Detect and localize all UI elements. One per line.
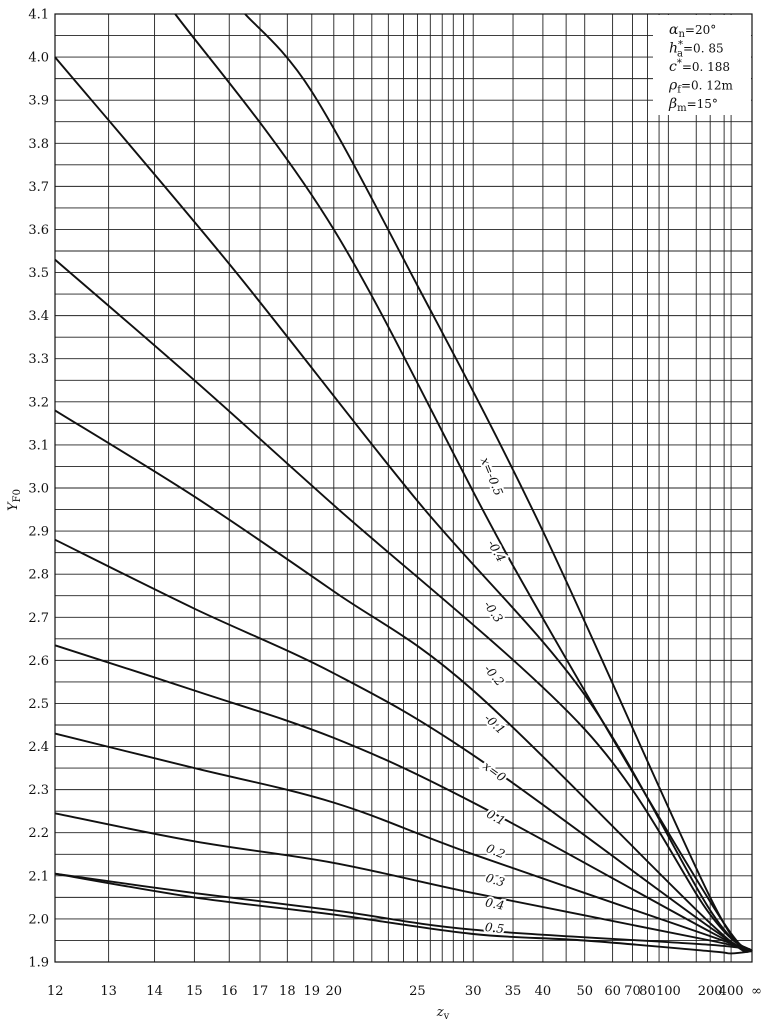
y-tick-label: 2.4 [28, 740, 49, 755]
curve-series [54, 13, 753, 955]
x-tick-label: 12 [47, 984, 64, 999]
curve-series-line [54, 872, 753, 955]
y-tick-label: 3.1 [28, 438, 49, 453]
x-tick-label: 19 [304, 984, 321, 999]
y-tick-label: 3.5 [28, 266, 49, 281]
x-tick-label: 50 [576, 984, 593, 999]
y-tick-label: 3.8 [28, 137, 49, 152]
grid-lines [54, 13, 753, 963]
curve-label: -0.1 [481, 711, 507, 737]
y-tick-label: 3.0 [28, 482, 49, 497]
parameter-line: c*=0. 188 [669, 58, 730, 75]
curve-label: x=0 [480, 759, 508, 785]
x-tick-label: 16 [221, 984, 238, 999]
curve-series-line [54, 56, 753, 952]
curve-series-line [54, 872, 753, 953]
y-axis-title: YF0 [6, 489, 23, 511]
x-tick-label: 60 [604, 984, 621, 999]
curve-series-line [244, 13, 753, 952]
curve-label: 0.4 [484, 895, 505, 912]
x-tick-label: 13 [100, 984, 117, 999]
y-tick-label: 3.4 [28, 309, 49, 324]
x-tick-label: ∞ [751, 984, 762, 999]
x-tick-label: 80 [639, 984, 656, 999]
curve-label: -0.3 [481, 598, 506, 625]
y-tick-label: 1.9 [28, 956, 49, 971]
y-tick-label: 2.8 [28, 568, 49, 583]
x-axis-title: zv [436, 1005, 450, 1022]
parameter-box-background [653, 15, 751, 115]
curve-label: -0.2 [481, 662, 507, 689]
x-tick-label: 35 [505, 984, 522, 999]
curve-label: -0.4 [485, 537, 509, 564]
y-tick-label: 4.0 [28, 51, 49, 66]
curve-series-line [54, 409, 753, 953]
parameter-line: ρf=0. 12m [668, 78, 734, 96]
x-tick-label: 20 [326, 984, 343, 999]
x-tick-label: 25 [409, 984, 426, 999]
x-tick-label: 40 [535, 984, 552, 999]
curve-label: 0.5 [484, 920, 505, 936]
curve-series-line [54, 644, 753, 953]
y-tick-labels: 1.9 2.0 2.1 2.2 2.3 2.4 2.5 2.6 2.7 2.8 2.9 3.0 3.1 3… [28, 8, 49, 971]
y-tick-label: 3.3 [28, 352, 49, 367]
parameter-line: h* a=0. 85 [669, 40, 724, 60]
y-tick-label: 2.2 [28, 826, 49, 841]
y-tick-label: 3.7 [28, 180, 49, 195]
x-tick-label: 100 [656, 984, 681, 999]
y-tick-label: 2.1 [28, 869, 49, 884]
curve-series-line [54, 538, 753, 953]
y-tick-label: 2.6 [28, 654, 49, 669]
x-tick-label: 15 [186, 984, 203, 999]
x-tick-label: 18 [279, 984, 296, 999]
y-tick-label: 3.2 [28, 395, 49, 410]
x-tick-label: 200 [698, 984, 723, 999]
parameter-line: βm=15° [668, 96, 718, 114]
x-tick-label: 17 [252, 984, 269, 999]
y-tick-label: 2.9 [28, 525, 49, 540]
y-tick-label: 3.6 [28, 223, 49, 238]
y-tick-label: 2.5 [28, 697, 49, 712]
curve-series-line [54, 258, 753, 952]
x-tick-label: 30 [465, 984, 482, 999]
curve-series-line [174, 13, 753, 952]
y-tick-label: 2.7 [28, 611, 49, 626]
parameter-line: αn=20° [669, 22, 716, 40]
curve-series-line [54, 732, 753, 953]
y-tick-label: 2.0 [28, 912, 49, 927]
x-tick-label: 14 [146, 984, 163, 999]
x-tick-label: 70 [624, 984, 641, 999]
y-tick-label: 4.1 [28, 8, 49, 23]
y-tick-label: 2.3 [28, 783, 49, 798]
y-tick-label: 3.9 [28, 94, 49, 109]
x-tick-label: 400 [719, 984, 744, 999]
curve-label: 0.3 [484, 871, 507, 890]
plot-frame [54, 13, 753, 963]
curve-label: x=-0.5 [478, 455, 506, 497]
curve-series-line [54, 812, 753, 953]
